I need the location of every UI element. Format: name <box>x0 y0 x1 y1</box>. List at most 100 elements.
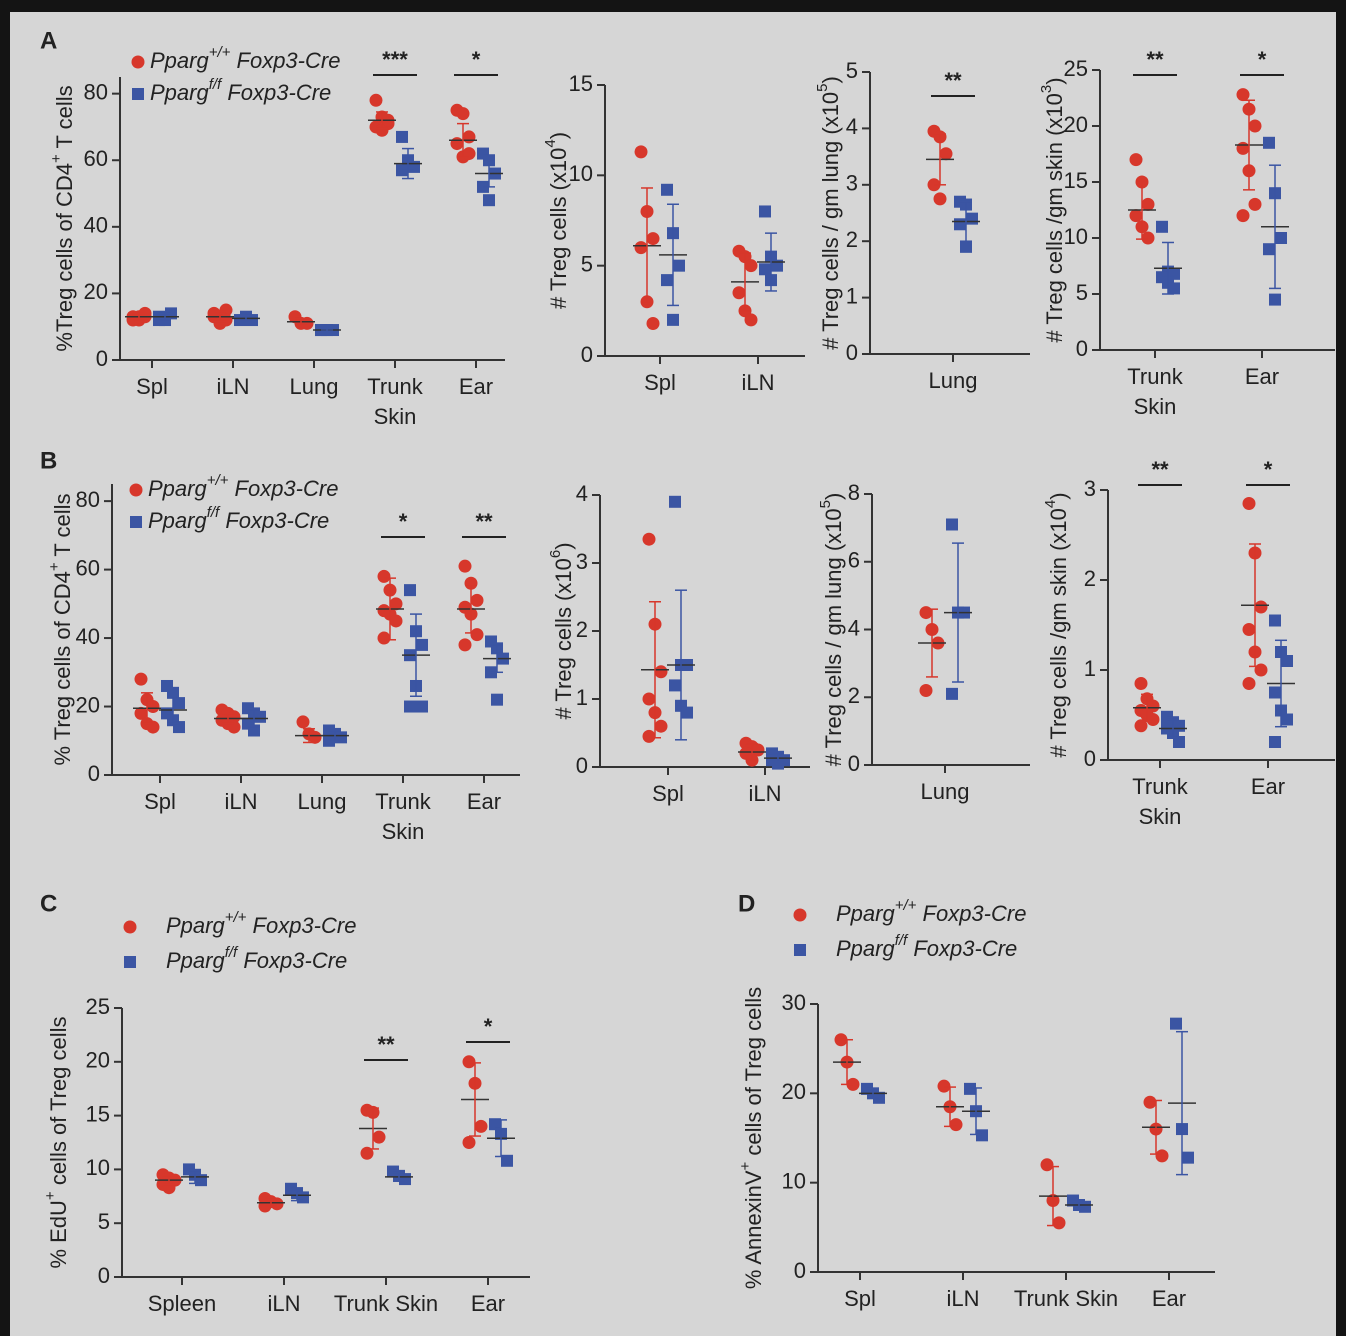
data-point <box>335 731 347 744</box>
legend-label: Ppargf/f Foxp3-Cre <box>836 932 1017 960</box>
legend-marker <box>794 944 806 956</box>
x-tick-label: iLN <box>216 374 249 399</box>
data-point <box>772 757 784 770</box>
y-tick-label: 1 <box>576 685 588 710</box>
x-tick-label: Trunk Skin <box>1014 1286 1118 1311</box>
y-axis-label: # Treg cells /gm skin (x104) <box>1042 492 1070 757</box>
significance-label: ** <box>1151 457 1169 482</box>
significance-label: * <box>399 509 408 534</box>
significance-label: * <box>1264 457 1273 482</box>
x-tick-label: Skin <box>382 819 425 844</box>
legend-marker <box>124 956 136 968</box>
y-axis-label-part: + <box>737 1161 754 1170</box>
y-tick-label: 5 <box>581 251 593 276</box>
data-point <box>462 1136 476 1149</box>
data-point <box>759 205 771 218</box>
data-point <box>219 313 233 327</box>
significance-label: ** <box>377 1032 395 1057</box>
data-point <box>744 313 758 327</box>
panel-label: B <box>40 447 57 474</box>
data-point <box>1281 713 1293 726</box>
legend-label-part: Pparg <box>836 936 895 961</box>
data-point <box>669 495 681 508</box>
y-tick-label: 0 <box>581 342 593 367</box>
y-tick-label: 10 <box>86 1155 110 1180</box>
legend-label-part: Pparg <box>166 948 225 973</box>
legend-marker <box>793 908 807 922</box>
data-point <box>501 1154 513 1167</box>
data-point <box>464 576 478 590</box>
y-axis-label-part: # Treg cells / gm lung (x10 <box>821 508 846 766</box>
y-axis-label-part: T cells <box>50 493 75 562</box>
x-tick-label: Ear <box>1251 774 1285 799</box>
data-point <box>1254 600 1268 614</box>
legend-label-part: Pparg <box>166 913 225 938</box>
data-point <box>1079 1200 1091 1213</box>
data-point <box>134 706 148 720</box>
y-tick-label: 10 <box>1064 224 1088 249</box>
y-axis-label-part: + <box>48 154 65 163</box>
data-point <box>966 212 978 225</box>
x-tick-label: iLN <box>224 789 257 814</box>
data-point <box>389 614 403 628</box>
x-tick-label: Spl <box>144 789 176 814</box>
data-point <box>634 241 648 255</box>
y-tick-label: 40 <box>84 213 108 238</box>
legend-marker <box>131 55 145 69</box>
x-tick-label: Ear <box>1152 1286 1186 1311</box>
data-point <box>462 1055 476 1069</box>
y-tick-label: 0 <box>848 751 860 776</box>
data-point <box>372 1130 386 1144</box>
data-point <box>458 638 472 652</box>
y-tick-label: 0 <box>794 1258 806 1283</box>
data-point <box>195 1174 207 1187</box>
y-tick-label: 0 <box>96 346 108 371</box>
y-tick-label: 8 <box>848 480 860 505</box>
legend-label-part: +/+ <box>895 897 917 914</box>
data-point <box>1236 88 1250 102</box>
x-tick-label: Ear <box>467 789 501 814</box>
x-tick-label: Lung <box>921 779 970 804</box>
x-tick-label: Ear <box>1245 364 1279 389</box>
y-tick-label: 2 <box>1084 566 1096 591</box>
y-axis-label-part: # Treg cells /gm skin (x10 <box>1046 508 1071 757</box>
data-point <box>404 700 416 713</box>
y-axis-label: # Treg cells / gm lung (x105) <box>814 76 842 350</box>
data-point <box>297 1191 309 1204</box>
data-point <box>1248 197 1262 211</box>
legend-marker <box>129 483 143 497</box>
y-tick-label: 1 <box>1084 656 1096 681</box>
y-tick-label: 5 <box>846 58 858 83</box>
data-point <box>389 597 403 611</box>
data-point <box>483 194 495 207</box>
data-point <box>1281 655 1293 667</box>
significance-label: * <box>472 47 481 72</box>
significance-label: ** <box>475 509 493 534</box>
y-axis-label-part: 5 <box>814 83 831 91</box>
data-point <box>960 240 972 253</box>
legend-label-part: Foxp3-Cre <box>219 508 329 533</box>
x-tick-label: Spl <box>652 781 684 806</box>
data-point <box>946 687 958 700</box>
y-axis-label-part: ) <box>821 493 846 500</box>
legend-label: Pparg+/+ Foxp3-Cre <box>148 472 338 500</box>
data-point <box>173 697 185 710</box>
data-point <box>646 316 660 330</box>
data-point <box>1052 1216 1066 1230</box>
data-point <box>360 1146 374 1160</box>
legend-label-part: +/+ <box>207 472 229 489</box>
y-axis-label-part: 3 <box>1038 85 1055 93</box>
y-tick-label: 25 <box>86 994 110 1019</box>
data-point <box>1236 209 1250 223</box>
data-point <box>404 584 416 597</box>
data-point <box>919 683 933 697</box>
x-tick-label: Lung <box>290 374 339 399</box>
data-point <box>219 303 233 317</box>
data-point <box>1129 209 1143 223</box>
data-point <box>416 700 428 713</box>
legend-label: Ppargf/f Foxp3-Cre <box>150 76 331 104</box>
data-point <box>369 93 383 107</box>
panel-label: D <box>738 890 755 917</box>
y-axis-label-part: ) <box>818 76 843 83</box>
y-axis-label-part: % Treg cells of CD4 <box>50 571 75 765</box>
